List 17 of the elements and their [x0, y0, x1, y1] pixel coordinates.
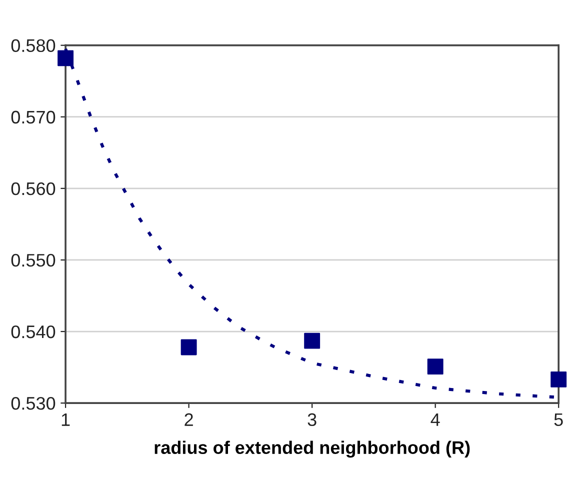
- y-tick-label: 0.580: [11, 39, 56, 52]
- point: [427, 358, 444, 375]
- x-tick-label: 3: [308, 413, 316, 426]
- y-tick-label: 0.570: [11, 110, 56, 124]
- x-tick-label: 5: [554, 413, 563, 426]
- x-tick-label: 1: [62, 413, 70, 426]
- y-tick-label: 0.550: [11, 254, 56, 267]
- y-tick-label: 0.560: [11, 182, 56, 196]
- x-axis-title: radius of extended neighborhood (R): [154, 440, 470, 458]
- x-tick-label: 4: [430, 413, 440, 426]
- point: [550, 371, 567, 388]
- point: [58, 50, 74, 66]
- point: [180, 339, 197, 356]
- y-tick-label: 0.530: [11, 397, 56, 410]
- y-tick-label: 0.540: [11, 325, 56, 338]
- point: [304, 332, 320, 349]
- x-tick-label: 2: [184, 413, 193, 426]
